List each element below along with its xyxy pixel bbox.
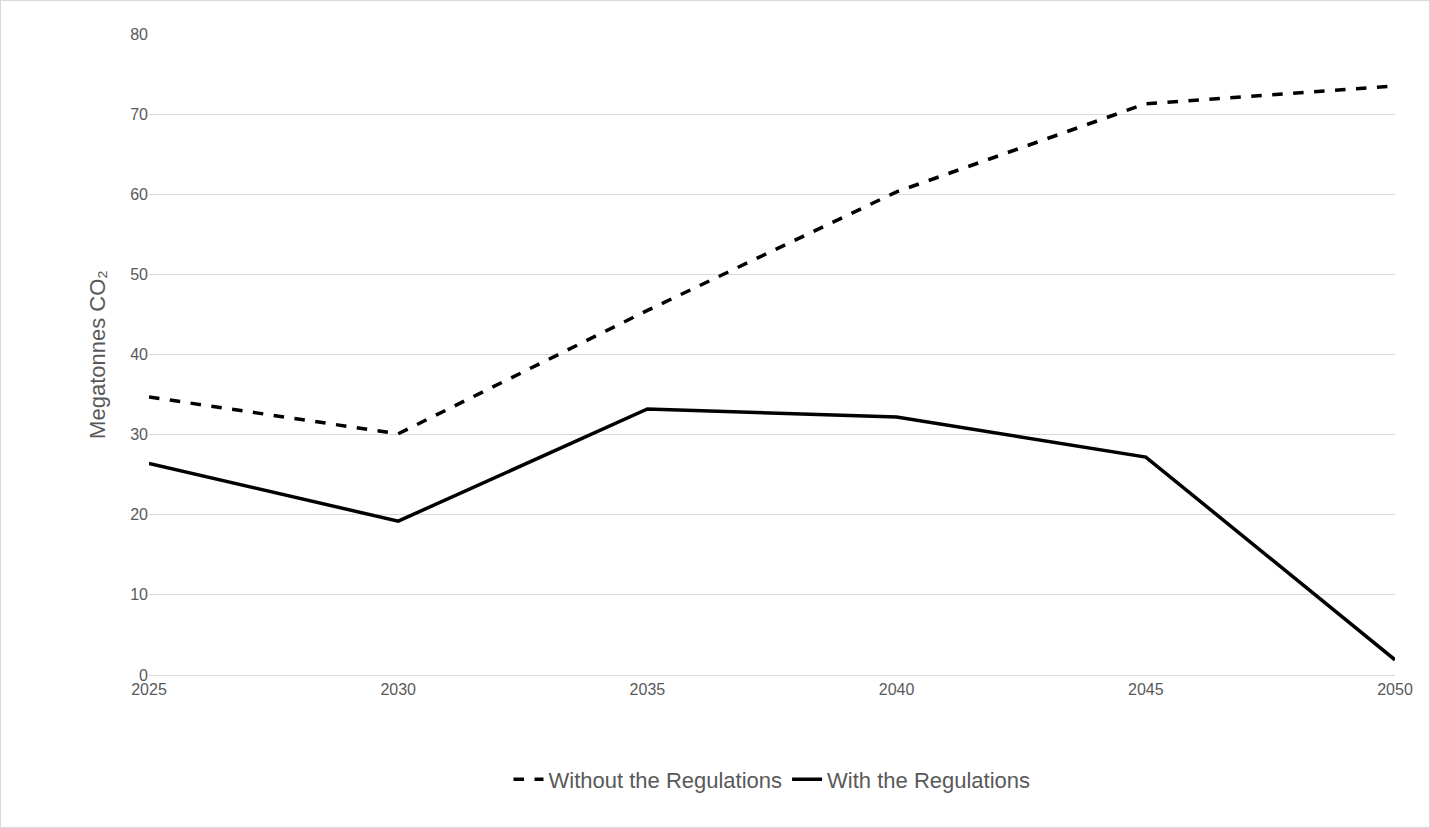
svg-text:10: 10	[130, 586, 148, 603]
svg-text:2050: 2050	[1377, 681, 1413, 698]
svg-text:60: 60	[130, 186, 148, 203]
svg-text:2045: 2045	[1128, 681, 1164, 698]
svg-text:2035: 2035	[630, 681, 666, 698]
svg-text:2025: 2025	[131, 681, 167, 698]
svg-text:30: 30	[130, 426, 148, 443]
svg-text:20: 20	[130, 506, 148, 523]
svg-text:0: 0	[139, 667, 148, 684]
svg-text:Megatonnes CO₂: Megatonnes CO₂	[85, 270, 110, 439]
svg-text:40: 40	[130, 346, 148, 363]
svg-text:2030: 2030	[380, 681, 416, 698]
svg-text:Without the Regulations: Without the Regulations	[549, 768, 783, 793]
svg-text:70: 70	[130, 106, 148, 123]
svg-text:With the Regulations: With the Regulations	[827, 768, 1030, 793]
svg-text:50: 50	[130, 266, 148, 283]
svg-text:80: 80	[130, 26, 148, 43]
svg-text:2040: 2040	[879, 681, 915, 698]
